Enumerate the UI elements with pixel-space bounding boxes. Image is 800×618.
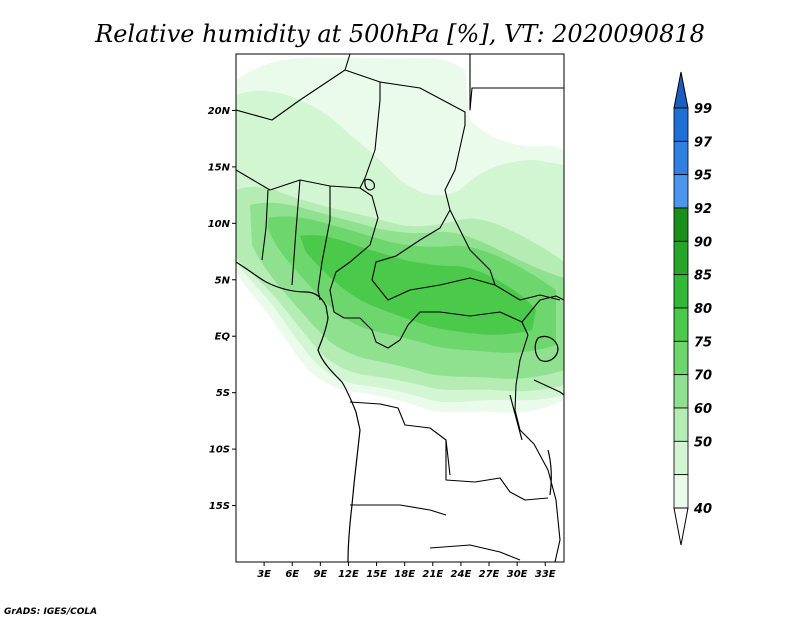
lon-tick-label: 21E [422,569,443,580]
colorbar-label: 75 [694,335,712,350]
border-north-3 [379,81,466,211]
lat-tick-label: 5N [215,275,231,286]
colorbar-segment [673,207,689,242]
border-gabon-congo [344,317,409,349]
map-panel: 20N 15N 10N 5N EQ 5S 10S 15S 3E 6E 9E 12E 15E 18E 21E… [208,53,565,580]
border-mozambique [547,469,561,562]
lon-tick-label: 9E [313,569,327,580]
humidity-shading [236,57,564,413]
colorbar-segment [673,240,689,276]
grads-credit: GrADS: IGES/COLA [4,607,97,617]
lat-tick-label: 10N [208,219,231,230]
lon-tick-label: 30E [507,569,528,580]
lat-tick-label: 5S [216,388,230,399]
colorbar-label: 92 [694,202,712,217]
lon-tick-label: 6E [285,569,299,580]
colorbar-label: 70 [694,369,712,384]
lon-tick-label: 18E [394,569,415,580]
colorbar-label: 60 [694,402,712,417]
lon-tick-label: 33E [535,569,556,580]
colorbar-labels: 99 97 95 92 90 85 80 75 70 60 50 40 [693,102,713,517]
coastline-west-africa [236,261,361,562]
border-sudan [449,209,561,301]
lake-malawi [547,449,552,496]
colorbar-label: 85 [694,269,712,284]
colorbar-segment [673,374,689,409]
colorbar-label: 95 [694,169,712,184]
border-east-africa [521,295,564,323]
colorbar-segment [673,307,689,342]
border-chad-car [371,209,496,301]
colorbar-label: 99 [694,102,712,117]
colorbar-segment [673,274,689,309]
border-north-2 [344,54,351,71]
border-drc-east [514,334,549,471]
border-sahel-2 [261,189,269,261]
colorbar-segment [673,107,689,142]
lat-tick-label: 15S [209,501,230,512]
colorbar-label: 80 [694,302,712,317]
lon-tick-label: 15E [366,569,387,580]
colorbar-label: 97 [694,135,713,150]
longitude-axis: 3E 6E 9E 12E 15E 18E 21E 24E 27E 30E 33E [257,562,556,580]
lat-tick-label: 15N [208,162,231,173]
lat-tick-label: EQ [215,332,231,343]
lon-tick-label: 24E [451,569,472,580]
lon-tick-label: 12E [338,569,359,580]
colorbar-label: 50 [694,435,712,450]
border-south [429,544,521,561]
lon-tick-label: 3E [257,569,271,580]
colorbar-segment [673,174,689,209]
colorbar-segment [673,474,689,509]
colorbar-label: 90 [694,235,712,250]
lat-tick-label: 20N [208,106,231,117]
colorbar-label: 40 [693,502,712,517]
colorbar-segment [673,440,689,476]
border-cameroon [329,217,379,319]
lon-tick-label: 27E [479,569,500,580]
map-frame [235,53,565,563]
colorbar-segment [673,140,689,176]
colorbar: 99 97 95 92 90 85 80 75 70 60 50 40 [673,71,713,546]
border-nigeria [317,186,331,301]
lake-chad [364,178,375,191]
lat-tick-label: 10S [209,445,230,456]
colorbar-segment [673,340,689,376]
page-title: Relative humidity at 500hPa [%], VT: 202… [94,20,705,48]
country-borders [236,54,564,562]
latitude-axis: 20N 15N 10N 5N EQ 5S 10S 15S [208,106,236,512]
colorbar-top-arrow [673,71,689,109]
border-zambia [445,440,549,501]
lake-victoria [534,335,559,362]
colorbar-bottom-arrow [673,507,689,546]
border-north-4 [469,54,564,111]
border-kenya-tz [533,379,564,396]
colorbar-segments [673,107,689,509]
lake-tanganyika [509,394,523,441]
humidity-zone-80 [300,235,536,335]
colorbar-segment [673,407,689,442]
border-sahel-3 [291,179,301,286]
border-angola-south [350,504,447,516]
